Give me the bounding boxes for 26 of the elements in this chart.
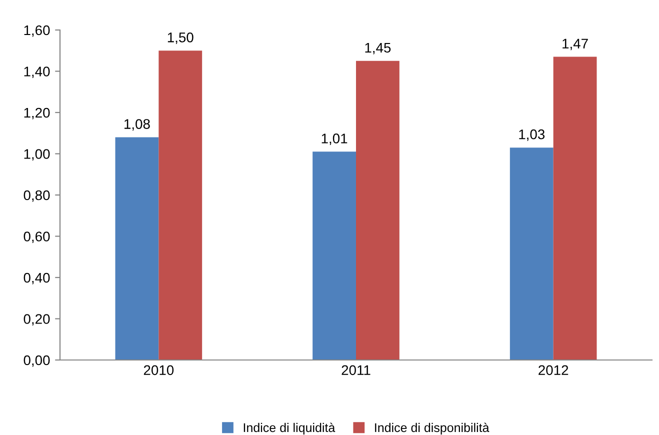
data-label: 1,50 bbox=[168, 32, 194, 44]
y-tick-label: 0,00 bbox=[24, 355, 50, 367]
legend-label: Indice di disponibilità bbox=[375, 422, 490, 435]
data-label: 1,01 bbox=[322, 134, 348, 146]
x-tick-label: 2011 bbox=[342, 365, 370, 376]
y-tick-label: 1,60 bbox=[24, 25, 50, 37]
bar bbox=[312, 152, 356, 360]
y-tick-label: 1,40 bbox=[24, 66, 50, 78]
y-tick-label: 1,00 bbox=[24, 149, 50, 161]
y-tick-label: 1,20 bbox=[24, 108, 50, 120]
y-tick-label: 0,60 bbox=[24, 232, 50, 244]
legend-label: Indice di liquidità bbox=[244, 422, 336, 435]
bar bbox=[356, 60, 400, 360]
y-tick-label: 0,20 bbox=[24, 314, 50, 326]
data-label: 1,08 bbox=[124, 119, 150, 131]
data-label: 1,47 bbox=[562, 38, 588, 50]
y-tick-label: 0,40 bbox=[24, 272, 50, 284]
data-label: 1,45 bbox=[365, 42, 391, 54]
bar bbox=[510, 148, 554, 360]
x-tick-label: 2012 bbox=[538, 365, 568, 376]
y-tick-label: 0,80 bbox=[24, 190, 50, 202]
bar bbox=[158, 50, 202, 360]
bar bbox=[115, 137, 159, 360]
data-label: 1,03 bbox=[519, 129, 545, 141]
x-tick-label: 2010 bbox=[144, 365, 174, 376]
bar bbox=[553, 56, 597, 360]
